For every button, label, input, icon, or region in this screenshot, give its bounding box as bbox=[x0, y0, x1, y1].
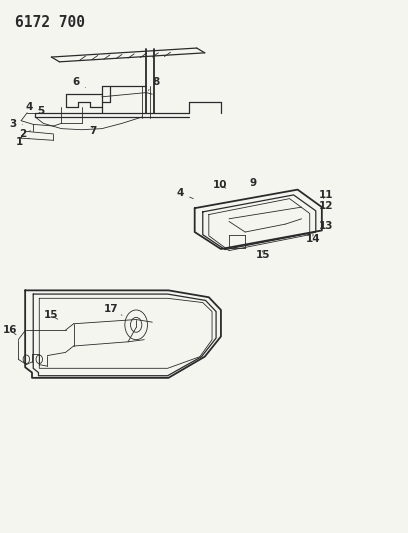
Text: 17: 17 bbox=[104, 304, 122, 316]
Text: 10: 10 bbox=[213, 180, 227, 190]
Text: 15: 15 bbox=[43, 310, 58, 320]
Text: 1: 1 bbox=[16, 137, 29, 147]
Text: 11: 11 bbox=[319, 190, 333, 200]
Text: 5: 5 bbox=[38, 106, 51, 116]
Text: 14: 14 bbox=[306, 233, 320, 244]
Text: 2: 2 bbox=[19, 129, 31, 139]
Text: 6: 6 bbox=[73, 77, 85, 87]
Text: 7: 7 bbox=[89, 126, 96, 136]
Text: 9: 9 bbox=[250, 177, 257, 188]
Text: 13: 13 bbox=[319, 221, 333, 231]
Text: 4: 4 bbox=[25, 102, 39, 112]
Text: 6172 700: 6172 700 bbox=[15, 14, 85, 30]
Text: 15: 15 bbox=[256, 250, 271, 260]
Text: 3: 3 bbox=[9, 119, 22, 130]
Text: 8: 8 bbox=[148, 77, 159, 91]
Text: 16: 16 bbox=[3, 325, 18, 335]
Text: 4: 4 bbox=[177, 188, 193, 199]
Text: 12: 12 bbox=[319, 200, 333, 211]
